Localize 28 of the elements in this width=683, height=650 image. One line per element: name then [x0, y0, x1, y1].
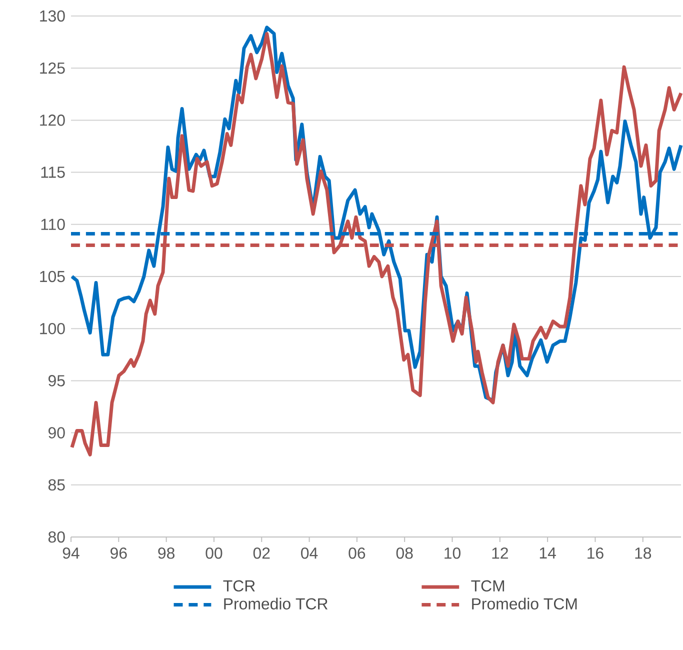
y-tick-label: 115 — [41, 166, 65, 178]
x-tick-label: 12 — [492, 548, 508, 559]
legend-label: Promedio TCR — [224, 598, 328, 610]
x-tick-label: 98 — [158, 548, 174, 559]
legend-label: TCM — [471, 580, 504, 592]
y-tick-label: 105 — [40, 270, 65, 282]
x-tick-label: 18 — [635, 548, 652, 559]
x-tick-label: 00 — [206, 548, 222, 559]
y-tick-label: 100 — [40, 322, 65, 334]
y-tick-label: 130 — [40, 10, 65, 22]
y-tick-label: 90 — [48, 427, 65, 438]
x-tick-label: 06 — [348, 548, 366, 559]
x-tick-label: 94 — [62, 548, 80, 559]
y-tick-label: 125 — [40, 62, 65, 74]
x-tick-label: 16 — [588, 548, 604, 559]
x-tick-label: 96 — [110, 548, 127, 559]
y-tick-label: 95 — [48, 375, 65, 386]
x-tick-label: 10 — [444, 548, 460, 559]
legend-label: TCR — [223, 580, 255, 592]
x-tick-label: 04 — [301, 548, 318, 559]
x-tick-label: 14 — [540, 547, 556, 558]
y-tick-label: 120 — [40, 114, 65, 126]
legend-label: Promedio TCM — [472, 598, 577, 610]
x-tick-label: 08 — [396, 548, 413, 559]
y-tick-label: 85 — [48, 479, 65, 491]
x-tick-label: 02 — [253, 548, 270, 559]
y-tick-label: 110 — [41, 218, 65, 230]
y-tick-label: 80 — [48, 531, 65, 543]
